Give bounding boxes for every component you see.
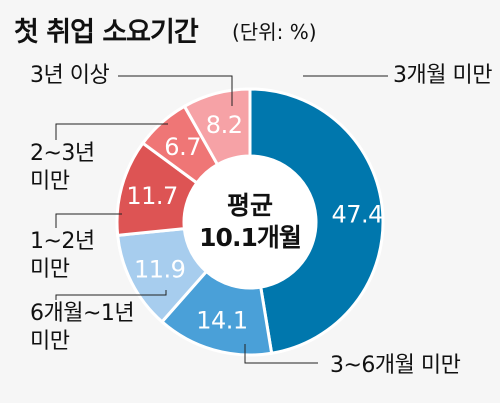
- leader-line: [55, 290, 167, 300]
- slice-category-label: 6개월~1년 미만: [30, 301, 135, 354]
- leader-line: [55, 213, 122, 228]
- slice-value-label: 14.1: [196, 307, 247, 335]
- leader-line: [118, 75, 233, 106]
- slice-category-label: 2~3년 미만: [30, 141, 95, 194]
- slice-value-labels: 47.4 14.1 11.9 11.7 6.78.2: [126, 111, 383, 335]
- slice-value-label: 47.4: [331, 201, 382, 229]
- slice-value-label: 6.7: [164, 133, 201, 161]
- unit-label: (단위: %): [232, 20, 317, 44]
- slice-category-label: 3년 이상: [30, 63, 110, 88]
- slice-category-label: 1~2년 미만: [30, 229, 95, 282]
- leader-line: [55, 123, 168, 140]
- leader-lines: [55, 75, 388, 364]
- slice-category-label: 3~6개월 미만: [330, 353, 461, 378]
- slice-value-label: 11.7: [126, 182, 177, 210]
- leader-line: [244, 344, 318, 364]
- slice-category-label: 3개월 미만: [393, 63, 492, 88]
- center-label-average: 평균: [227, 191, 273, 220]
- center-label-months: 10.1개월: [199, 223, 301, 252]
- chart-title: 첫 취업 소요기간: [14, 17, 199, 48]
- donut-hole: [184, 156, 316, 288]
- slice-value-label: 11.9: [134, 255, 185, 283]
- slice-value-label: 8.2: [206, 111, 243, 139]
